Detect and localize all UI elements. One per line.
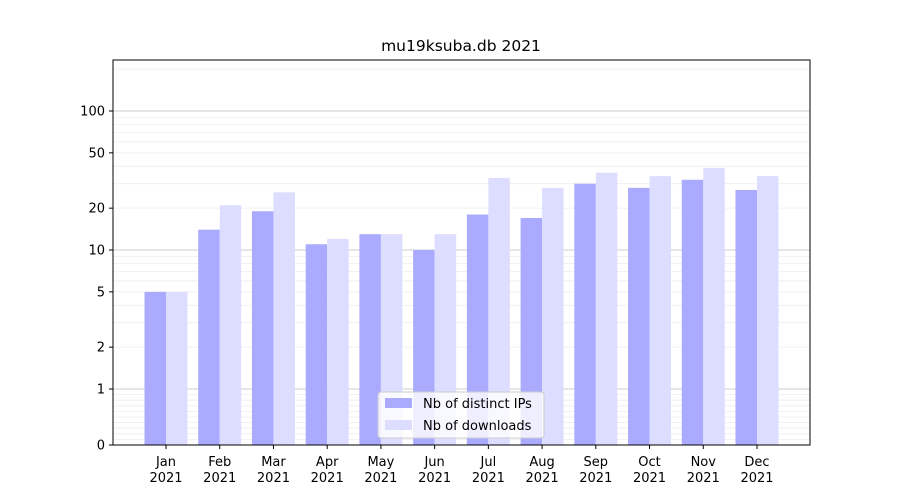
x-tick-label-month: Jun [423, 455, 444, 470]
bar-downloads [757, 176, 779, 445]
bar-downloads [542, 187, 564, 445]
x-tick-label-month: Feb [208, 455, 231, 470]
x-tick-label-month: Nov [691, 455, 717, 470]
x-tick-label-year: 2021 [257, 471, 290, 486]
bar-distinct-ips [198, 229, 220, 445]
plot-frame [112, 59, 811, 446]
bar-downloads [273, 192, 295, 445]
bar-distinct-ips [359, 234, 381, 445]
bar-distinct-ips [251, 211, 274, 445]
x-tick-label-month: Mar [261, 455, 286, 470]
bar-downloads [166, 291, 188, 445]
bar-downloads [327, 238, 349, 445]
y-tick-label: 5 [97, 285, 105, 300]
y-tick-label: 20 [88, 202, 105, 217]
y-tick-label: 1 [97, 383, 105, 398]
x-tick-label-month: Oct [638, 455, 660, 470]
legend-label-downloads: Nb of downloads [423, 419, 532, 434]
bar-distinct-ips [628, 187, 650, 445]
legend-label-distinct-ips: Nb of distinct IPs [423, 397, 532, 412]
bar-distinct-ips [144, 291, 166, 445]
bar-distinct-ips [735, 190, 757, 445]
y-tick-label: 10 [88, 244, 105, 259]
x-tick-label-year: 2021 [418, 471, 451, 486]
y-tick-label: 50 [88, 146, 105, 161]
bar-distinct-ips [681, 179, 704, 445]
bar-distinct-ips [574, 183, 596, 445]
x-tick-label-month: Sep [584, 455, 609, 470]
x-tick-label-year: 2021 [364, 471, 397, 486]
x-tick-label-year: 2021 [579, 471, 612, 486]
x-axis: Jan2021Feb2021Mar2021Apr2021May2021Jun20… [149, 445, 774, 486]
bar-downloads [703, 167, 725, 445]
x-tick-label-year: 2021 [149, 471, 182, 486]
y-tick-label: 100 [80, 105, 105, 120]
y-axis: 0 1 2 5 10 20 50 100 [80, 105, 113, 454]
bar-distinct-ips [466, 214, 489, 445]
legend: Nb of distinct IPs Nb of downloads [377, 391, 545, 439]
x-tick-label-year: 2021 [203, 471, 236, 486]
x-tick-label-month: Jan [155, 455, 176, 470]
x-tick-label-year: 2021 [526, 471, 559, 486]
x-tick-label-month: May [367, 455, 394, 470]
chart-title: mu19ksuba.db 2021 [381, 37, 541, 55]
bar-distinct-ips [305, 244, 328, 445]
bar-downloads [649, 176, 672, 445]
y-tick-label: 0 [97, 439, 105, 454]
x-tick-label-year: 2021 [687, 471, 720, 486]
x-tick-label-month: Dec [744, 455, 769, 470]
x-tick-label-year: 2021 [740, 471, 773, 486]
x-tick-label-month: Aug [529, 455, 554, 470]
bars [144, 167, 779, 445]
y-tick-label: 2 [97, 341, 105, 356]
x-tick-label-year: 2021 [633, 471, 666, 486]
x-tick-label-year: 2021 [472, 471, 505, 486]
x-tick-label-month: Apr [316, 455, 339, 470]
legend-swatch-distinct-ips [385, 398, 412, 408]
bar-downloads [219, 205, 242, 445]
bar-downloads [488, 177, 510, 445]
bar-downloads [595, 172, 618, 445]
legend-box [377, 391, 545, 439]
legend-swatch-downloads [385, 420, 412, 430]
x-tick-label-month: Jul [480, 455, 497, 470]
x-tick-label-year: 2021 [311, 471, 344, 486]
bar-distinct-ips [520, 217, 543, 445]
